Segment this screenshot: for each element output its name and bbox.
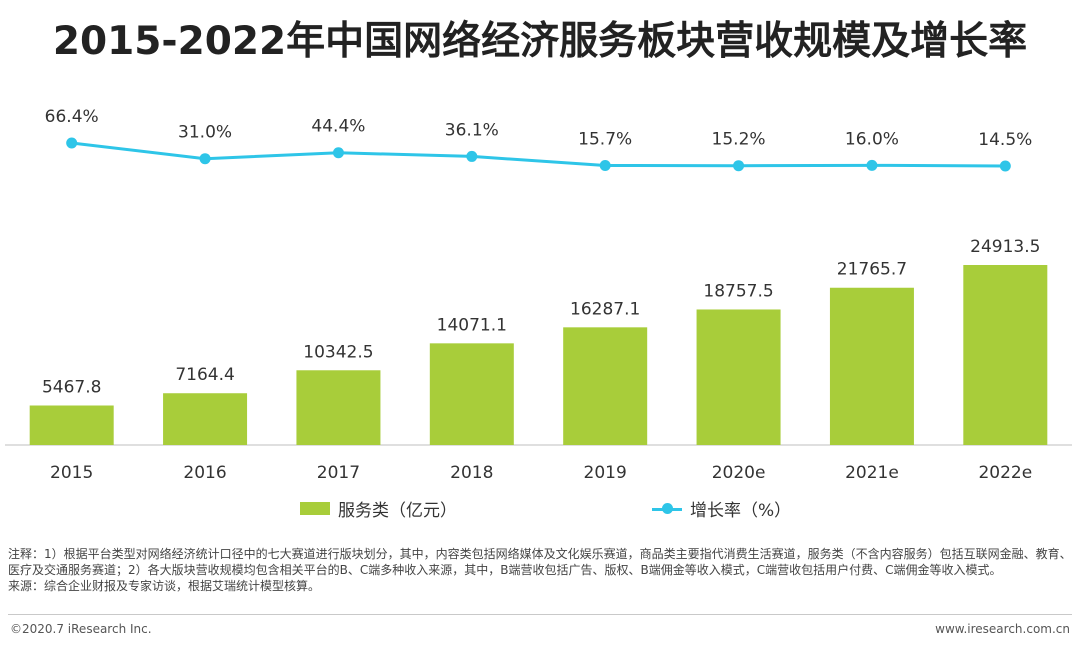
bar-2016 [163,393,248,445]
growth-value-label-2017: 44.4% [311,117,365,137]
growth-point-2021e [866,159,878,171]
x-tick-label-2021e: 2021e [845,463,899,483]
growth-point-2019 [599,159,611,171]
notes-block: 注释：1）根据平台类型对网络经济统计口径中的七大赛道进行版块划分，其中，内容类包… [8,546,1072,594]
growth-value-label-2015: 66.4% [45,107,99,127]
bar-2015 [29,405,114,445]
bar-value-label-2017: 10342.5 [303,342,373,362]
legend-line-swatch [652,502,682,515]
bar-value-label-2016: 7164.4 [175,365,234,385]
growth-point-2017 [332,147,344,159]
growth-value-label-2022e: 14.5% [978,130,1032,150]
x-tick-label-2020e: 2020e [712,463,766,483]
growth-value-label-2021e: 16.0% [845,129,899,149]
source-text: 来源：综合企业财报及专家访谈，根据艾瑞统计模型核算。 [8,579,321,593]
bar-2018 [429,343,514,445]
legend-bar-label: 服务类（亿元） [338,501,457,521]
growth-value-label-2020e: 15.2% [712,130,766,150]
legend-bar-swatch [300,502,330,515]
bar-value-label-2018: 14071.1 [437,315,507,335]
x-tick-label-2019: 2019 [584,463,627,483]
growth-value-label-2019: 15.7% [578,129,632,149]
website-link[interactable]: www.iresearch.com.cn [935,622,1070,636]
growth-point-2018 [466,150,478,162]
bar-2019 [563,327,648,445]
growth-point-2020e [733,160,745,172]
x-tick-label-2022e: 2022e [978,463,1032,483]
bar-2021e [829,287,914,445]
legend-line-label: 增长率（%） [690,501,792,521]
x-tick-label-2015: 2015 [50,463,93,483]
growth-point-2015 [66,137,78,149]
note-text: 注释：1）根据平台类型对网络经济统计口径中的七大赛道进行版块划分，其中，内容类包… [8,547,1072,577]
x-tick-label-2016: 2016 [183,463,226,483]
bar-value-label-2019: 16287.1 [570,299,640,319]
bar-2017 [296,370,381,445]
growth-rate-line [71,141,1006,168]
growth-point-2022e [999,160,1011,172]
bar-value-label-2022e: 24913.5 [970,237,1040,257]
x-tick-label-2017: 2017 [317,463,360,483]
bar-value-label-2015: 5467.8 [42,377,101,397]
footer-divider [8,614,1072,615]
legend-item-line: 增长率（%） [652,496,791,521]
growth-value-label-2016: 31.0% [178,123,232,143]
bar-value-label-2021e: 21765.7 [837,260,907,280]
bar-2020e [696,309,781,445]
chart-title: 2015-2022年中国网络经济服务板块营收规模及增长率 [52,19,1028,64]
growth-value-label-2018: 36.1% [445,120,499,140]
bar-value-label-2020e: 18757.5 [703,281,773,301]
bar-2022e [963,265,1048,445]
legend-item-bar: 服务类（亿元） [300,496,457,521]
growth-point-2016 [199,153,211,165]
copyright: ©2020.7 iResearch Inc. [10,622,152,636]
x-tick-label-2018: 2018 [450,463,493,483]
